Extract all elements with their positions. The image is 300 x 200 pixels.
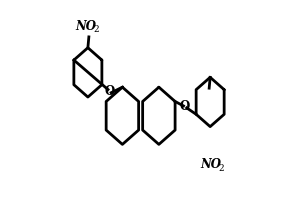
Text: NO: NO [75,20,96,33]
Text: O: O [104,85,115,98]
Text: 2: 2 [94,25,99,34]
Text: O: O [180,100,190,113]
Text: NO: NO [200,158,221,171]
Text: 2: 2 [218,164,224,173]
